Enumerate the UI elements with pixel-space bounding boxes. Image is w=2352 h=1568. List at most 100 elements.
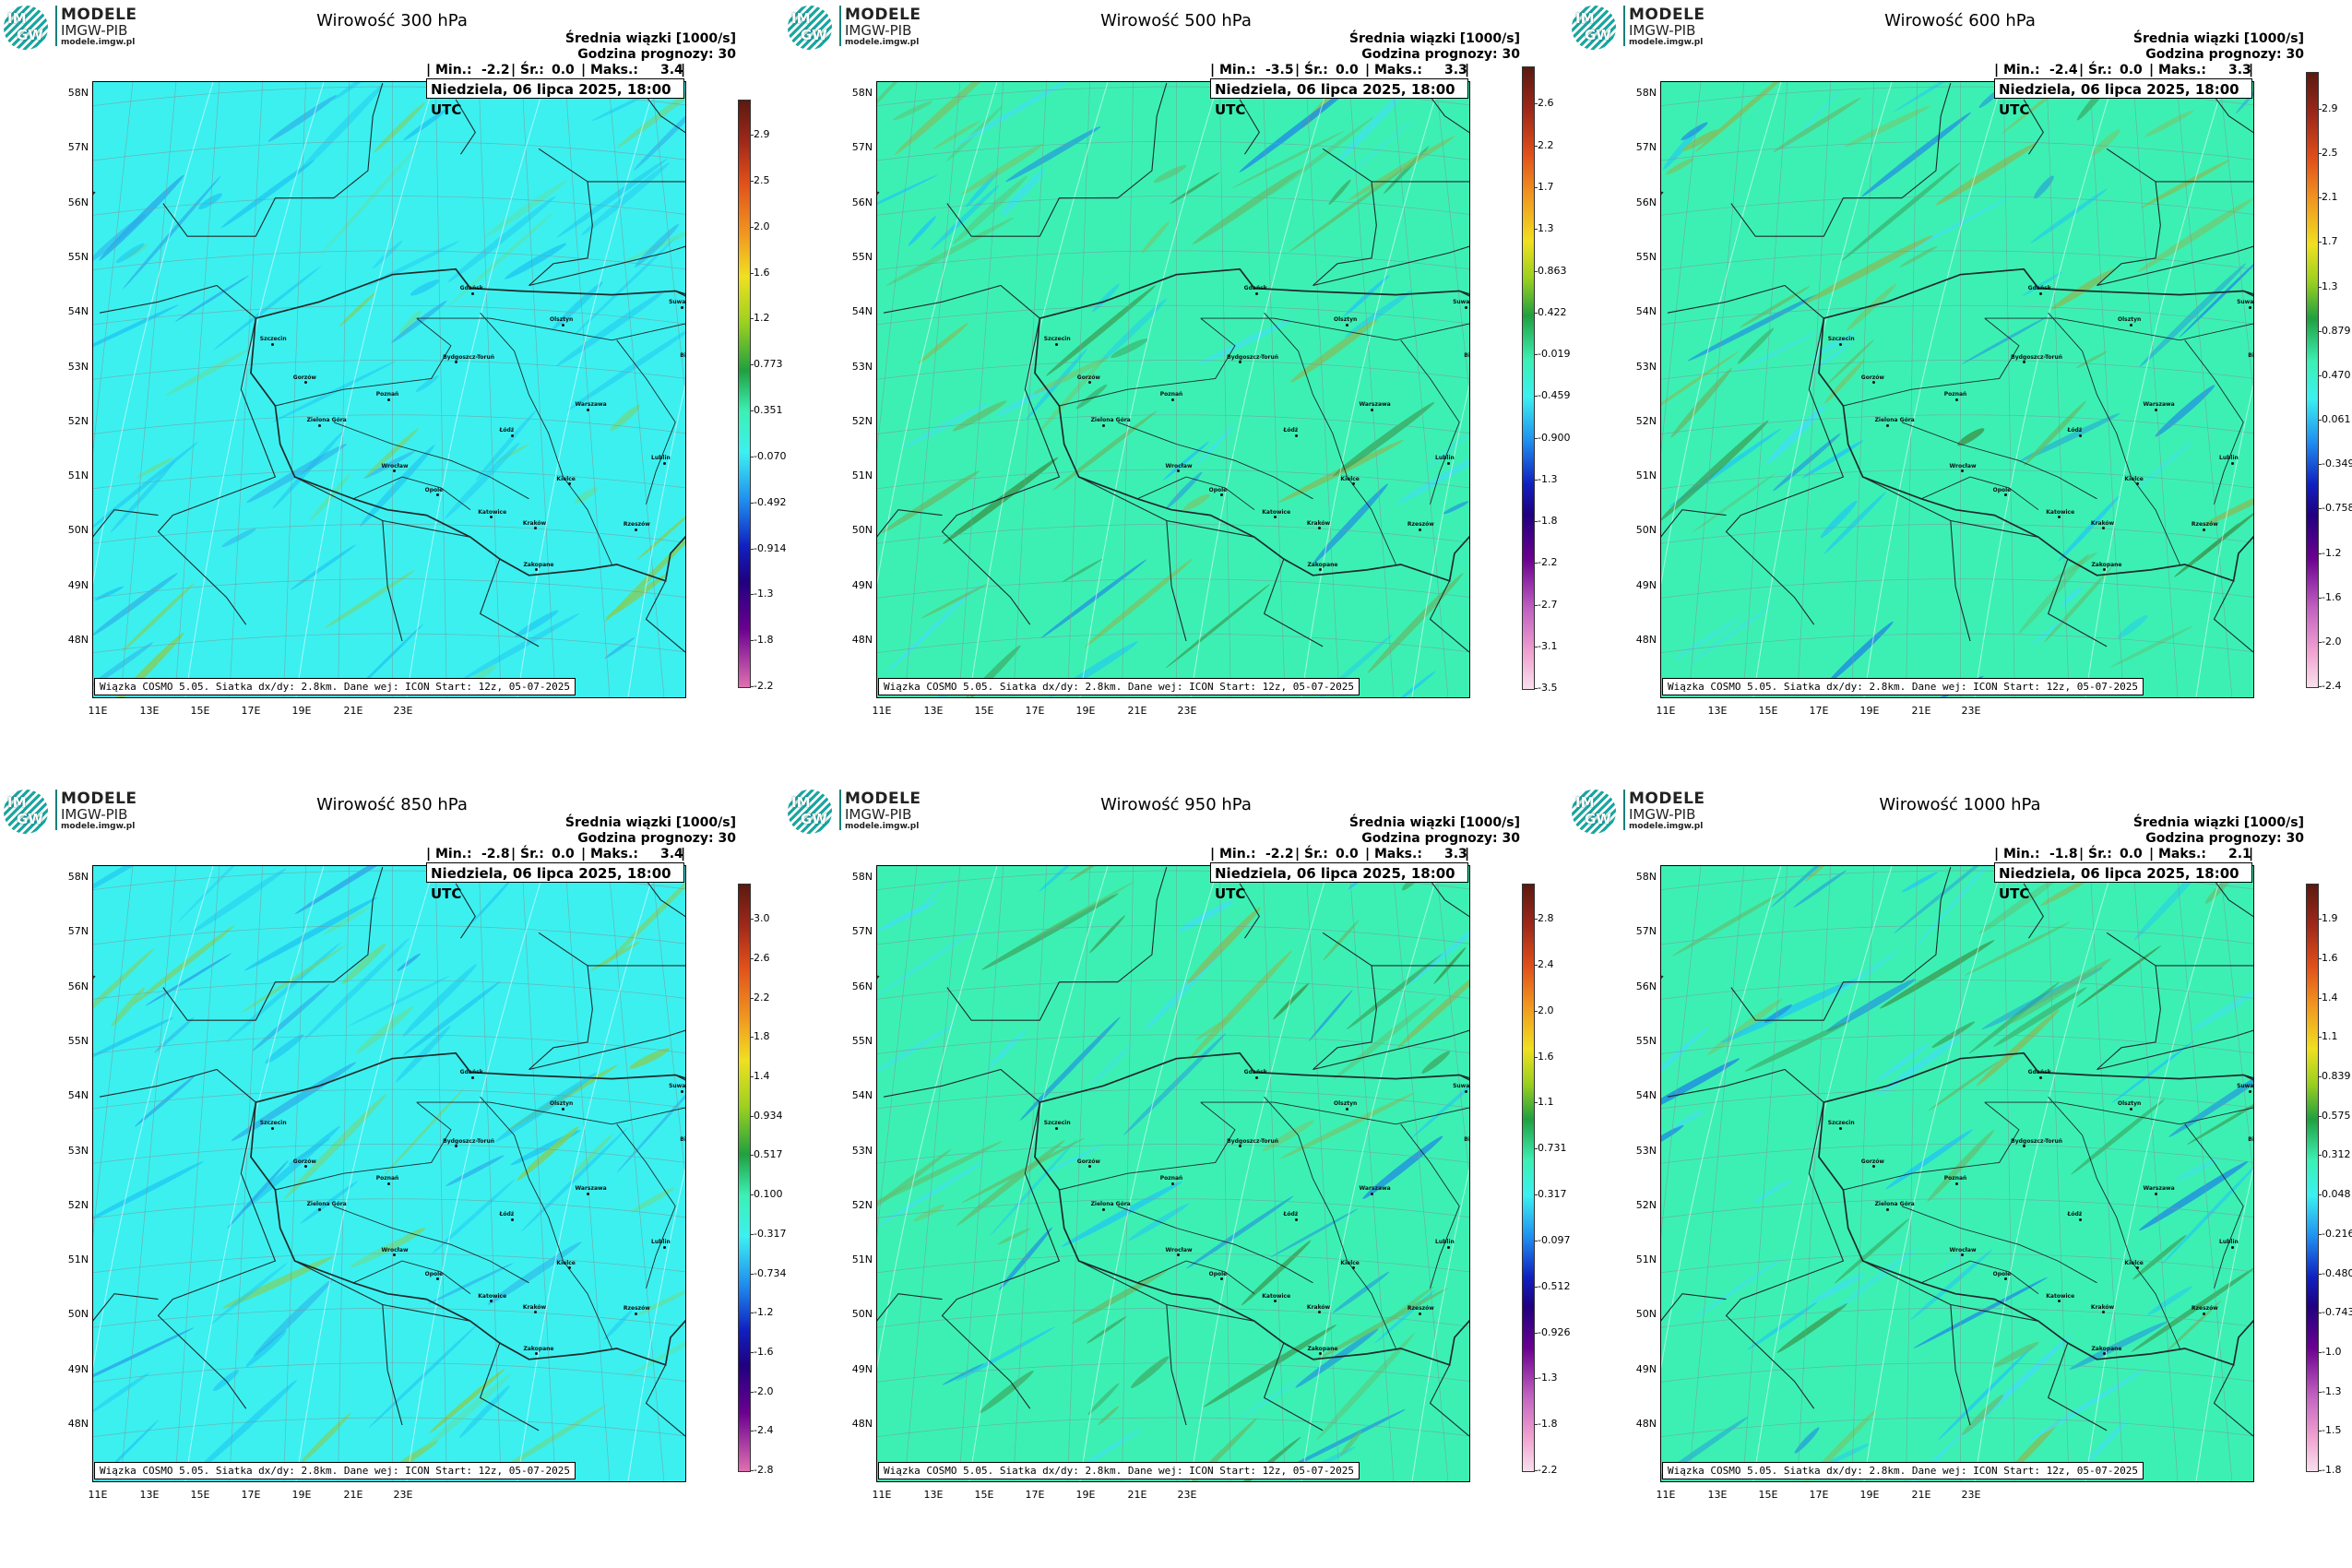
info-block: Średnia wiązki [1000/s] Godzina prognozy:… xyxy=(1349,815,1520,847)
coastline xyxy=(99,1068,256,1103)
voivodeship-border xyxy=(275,1101,452,1191)
city-label: Opole xyxy=(1992,1270,2012,1277)
logo-mark-bottom: GW xyxy=(801,811,827,827)
city-label: Gdańsk xyxy=(2027,1069,2051,1076)
vorticity-streak xyxy=(470,875,516,924)
longitude-line xyxy=(1392,82,1449,697)
logo-line1: MODELE xyxy=(845,790,921,808)
longitude-label: 19E xyxy=(1075,705,1096,717)
vorticity-streak xyxy=(1396,963,1469,1049)
vorticity-streak xyxy=(1038,355,1107,434)
colorbar-label: -3.5 xyxy=(1538,682,1558,694)
vorticity-streak xyxy=(429,1369,505,1433)
longitude-label: 21E xyxy=(1911,1489,1931,1501)
vorticity-map xyxy=(1661,82,2253,697)
colorbar-label: 2.5 xyxy=(2322,147,2338,160)
colorbar-label: 1.1 xyxy=(2322,1030,2338,1043)
vorticity-streak xyxy=(1141,220,1170,254)
vorticity-streak xyxy=(515,610,559,637)
country-border xyxy=(157,1101,277,1409)
map-frame[interactable]: Gdańsk Olsztyn Suwałki Białystok Szczecin Byd… xyxy=(1660,865,2254,1482)
longitude-line xyxy=(904,866,961,1481)
graticule xyxy=(877,82,1469,697)
panel-title: Wirowość 1000 hPa xyxy=(1879,795,2041,814)
vorticity-streak xyxy=(134,1075,196,1127)
info-block: Średnia wiązki [1000/s] Godzina prognozy:… xyxy=(2133,815,2304,847)
vorticity-streak xyxy=(432,1179,516,1254)
vorticity-streak xyxy=(2155,385,2215,437)
isoline xyxy=(517,82,657,697)
latitude-line xyxy=(93,1417,685,1438)
geopotential-isolines xyxy=(1661,866,2253,1481)
latitude-label: 49N xyxy=(67,578,89,591)
colorbar xyxy=(738,884,751,1472)
max-value: 3.4 xyxy=(660,847,683,861)
city-marker xyxy=(1872,381,1876,384)
logo-line2: IMGW-PIB xyxy=(845,22,912,39)
vorticity-map xyxy=(1661,866,2253,1481)
map-frame[interactable]: Gdańsk Olsztyn Suwałki Białystok Szczecin Byd… xyxy=(876,865,1470,1482)
vorticity-streak xyxy=(2010,958,2111,1024)
map-frame[interactable]: Gdańsk Olsztyn Suwałki Białystok Szczecin Byd… xyxy=(1660,81,2254,698)
colorbar-label: 1.7 xyxy=(2322,235,2338,248)
latitude-label: 50N xyxy=(1635,1308,1657,1321)
latitude-label: 48N xyxy=(851,1418,873,1430)
city-marker xyxy=(2155,1192,2158,1195)
vorticity-streak xyxy=(1773,433,1841,492)
longitude-line xyxy=(958,866,1004,1481)
city-marker xyxy=(2203,528,2206,531)
vorticity-streak xyxy=(154,1016,195,1053)
vorticity-streak xyxy=(921,583,988,619)
vorticity-streak xyxy=(1421,1051,1451,1074)
vorticity-streak xyxy=(2168,1056,2253,1137)
colorbar xyxy=(2306,884,2319,1472)
colorbar-tick xyxy=(750,1076,754,1077)
vorticity-streak xyxy=(1023,881,1134,944)
longitude-line xyxy=(2002,82,2015,697)
latitude-label: 52N xyxy=(67,1198,89,1211)
colorbar-label: -0.019 xyxy=(1538,348,1571,360)
city-label: Białystok xyxy=(680,351,686,359)
graticule xyxy=(877,866,1469,1481)
latitude-label: 48N xyxy=(1635,634,1657,646)
latitude-label: 57N xyxy=(851,141,873,154)
vorticity-streak xyxy=(1332,1271,1390,1313)
min-value: -1.8 xyxy=(2049,847,2078,861)
vorticity-streak xyxy=(94,586,125,600)
voivodeship-border xyxy=(2048,312,2180,565)
city-marker xyxy=(534,1311,538,1314)
vorticity-streak xyxy=(1367,573,1464,673)
logo-line1: MODELE xyxy=(61,6,137,24)
city-label: Łódź xyxy=(499,1211,515,1218)
longitude-line xyxy=(1067,82,1090,697)
colorbar-tick xyxy=(1534,563,1538,564)
city-marker xyxy=(2135,1266,2139,1270)
longitude-line xyxy=(1013,866,1048,1481)
city-marker xyxy=(561,323,564,327)
min-label: | Min.: xyxy=(426,847,472,861)
map-frame[interactable]: Gdańsk Olsztyn Suwałki Białystok Szczecin Byd… xyxy=(92,865,686,1482)
latitude-label: 50N xyxy=(67,1308,89,1321)
country-border xyxy=(479,558,540,647)
city-label: Kraków xyxy=(2090,1303,2115,1311)
map-frame[interactable]: Gdańsk Olsztyn Suwałki Białystok Szczecin Byd… xyxy=(92,81,686,698)
longitude-line xyxy=(1013,82,1048,697)
city-label: Zielona Góra xyxy=(1874,417,1915,424)
colorbar-label: 0.839 xyxy=(2322,1070,2351,1082)
isoline xyxy=(2195,383,2253,697)
map-frame[interactable]: Gdańsk Olsztyn Suwałki Białystok Szczecin Byd… xyxy=(876,81,1470,698)
vorticity-streak xyxy=(629,1048,671,1069)
colorbar-tick xyxy=(2318,1351,2322,1353)
city-marker xyxy=(1371,1192,1374,1195)
colorbar-label: -0.097 xyxy=(1538,1233,1571,1246)
colorbar-label: 2.6 xyxy=(1538,97,1554,110)
longitude-line xyxy=(1797,82,1832,697)
vorticity-streak xyxy=(505,243,567,279)
forecast-hour: Godzina prognozy: 30 xyxy=(2145,47,2304,62)
voivodeship-border xyxy=(480,312,612,565)
vorticity-streak xyxy=(241,944,347,1014)
longitude-line xyxy=(1851,866,1874,1481)
vorticity-streak xyxy=(1162,441,1210,481)
vorticity-streak xyxy=(294,866,427,915)
coastline xyxy=(636,82,685,134)
